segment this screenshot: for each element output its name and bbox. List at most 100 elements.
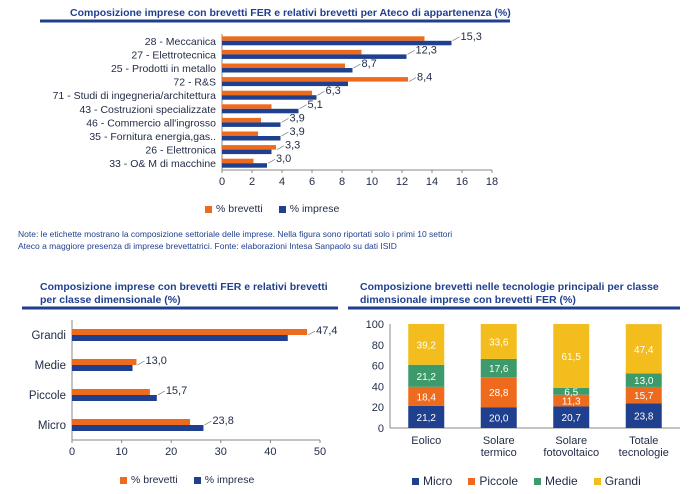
x-tick-label: 10 bbox=[115, 446, 127, 458]
label-leader bbox=[204, 420, 212, 426]
bar-imprese bbox=[222, 136, 281, 141]
legend-swatch-grandi bbox=[593, 477, 601, 485]
data-label: 15,7 bbox=[166, 385, 187, 397]
bar-brevetti bbox=[222, 49, 362, 55]
x-tick-label: 4 bbox=[279, 176, 285, 188]
bar-imprese bbox=[72, 335, 288, 341]
y-tick-label: 100 bbox=[366, 319, 384, 331]
category-label: Grandi bbox=[31, 330, 66, 342]
segment-label: 23,8 bbox=[634, 412, 654, 423]
segment-label: 13,0 bbox=[634, 376, 654, 387]
x-tick-label: 2 bbox=[249, 176, 255, 188]
segment-label: 61,5 bbox=[562, 352, 582, 363]
category-label: 35 - Fornitura energia,gas.. bbox=[89, 131, 216, 143]
legend-item-grandi: Grandi bbox=[593, 474, 641, 488]
bar-imprese bbox=[222, 40, 452, 46]
x-tick-label: 8 bbox=[339, 176, 345, 188]
x-tick-label: 16 bbox=[456, 176, 468, 188]
chart3-title: Composizione brevetti nelle tecnologie p… bbox=[360, 281, 659, 306]
bar-brevetti bbox=[222, 158, 254, 164]
bar-segment-piccole bbox=[408, 386, 445, 406]
label-leader bbox=[137, 360, 145, 366]
category-label: Solare bbox=[483, 435, 515, 447]
data-label: 12,3 bbox=[416, 44, 437, 56]
segment-label: 20,7 bbox=[562, 413, 582, 424]
bar-brevetti bbox=[72, 419, 191, 425]
bar-imprese bbox=[222, 108, 299, 114]
segment-label: 6,5 bbox=[564, 387, 578, 398]
chart1-legend: % brevetti % imprese bbox=[205, 203, 349, 215]
bar-brevetti bbox=[222, 77, 408, 82]
bar-segment-piccole bbox=[480, 377, 517, 408]
legend-swatch-micro bbox=[412, 477, 419, 485]
legend-item-imprese: % imprese bbox=[193, 474, 255, 486]
legend-label: Piccole bbox=[479, 474, 519, 488]
bar-segment-piccole bbox=[553, 394, 590, 407]
x-tick-label: 12 bbox=[396, 176, 408, 188]
chart1-plot: 0 2 4 6 8 10 12 14 16 18 28 - Meccanica 15,3 27 - El… bbox=[53, 31, 499, 188]
footnote: Note: le etichette mostrano la composizi… bbox=[18, 228, 452, 252]
label-leader bbox=[317, 90, 325, 96]
legend-label: Micro bbox=[423, 474, 453, 488]
bar-brevetti bbox=[72, 359, 137, 365]
legend-swatch-imprese bbox=[193, 476, 201, 484]
category-label: 46 - Commercio all'ingrosso bbox=[86, 117, 216, 129]
chart2-plot: 0 10 20 30 40 50 Grandi 47,4 Medie 13,0 Piccole 15,… bbox=[29, 320, 338, 458]
x-tick-label: 40 bbox=[264, 446, 276, 458]
segment-label: 11,3 bbox=[562, 397, 581, 408]
segment-label: 20,0 bbox=[489, 414, 509, 425]
bar-segment-grandi bbox=[553, 324, 590, 388]
x-tick-label: 0 bbox=[219, 176, 225, 188]
category-label: termico bbox=[481, 447, 517, 459]
bar-imprese bbox=[222, 68, 353, 73]
bar-segment-medie bbox=[553, 387, 590, 395]
category-label: 27 - Elettrotecnica bbox=[131, 49, 216, 61]
bar-imprese bbox=[72, 395, 157, 401]
segment-label: 15,7 bbox=[634, 391, 654, 402]
legend-swatch-brevetti bbox=[205, 205, 212, 213]
category-label: 72 - R&S bbox=[173, 77, 216, 89]
data-label: 15,3 bbox=[461, 31, 482, 43]
bar-brevetti bbox=[222, 36, 425, 41]
segment-label: 39,2 bbox=[417, 340, 437, 351]
legend-swatch-brevetti bbox=[120, 476, 127, 484]
x-tick-label: 0 bbox=[69, 446, 75, 458]
x-tick-label: 18 bbox=[486, 176, 498, 188]
label-leader bbox=[267, 158, 276, 164]
label-leader bbox=[299, 104, 307, 110]
label-leader bbox=[281, 131, 289, 137]
bar-segment-micro bbox=[480, 407, 517, 428]
chart3-legend: Micro Piccole Medie Grandi bbox=[412, 474, 651, 488]
bar-segment-grandi bbox=[480, 324, 517, 359]
bar-brevetti bbox=[222, 63, 345, 68]
bar-imprese bbox=[222, 122, 281, 127]
bar-imprese bbox=[72, 365, 133, 371]
category-label: tecnologie bbox=[619, 447, 669, 459]
label-leader bbox=[281, 118, 289, 123]
y-tick-label: 0 bbox=[378, 423, 384, 435]
legend-swatch-imprese bbox=[278, 205, 286, 213]
bar-imprese bbox=[222, 54, 407, 59]
bar-imprese bbox=[222, 81, 348, 87]
footnote-line: Ateco a maggiore presenza di imprese bre… bbox=[18, 241, 397, 251]
bar-brevetti bbox=[72, 329, 308, 335]
category-label: Medie bbox=[35, 360, 66, 372]
legend-label: Medie bbox=[545, 474, 578, 488]
bar-segment-micro bbox=[553, 406, 590, 428]
y-tick-label: 80 bbox=[372, 340, 384, 352]
bar-brevetti bbox=[222, 117, 261, 123]
chart3-plot: 0 20 40 60 80 100 21,2 18,4 21,2 39,2 Eolico 20,0 28… bbox=[366, 319, 680, 459]
legend-label: % imprese bbox=[204, 474, 255, 486]
category-label: Solare bbox=[555, 435, 587, 447]
x-tick-label: 20 bbox=[165, 446, 177, 458]
legend-item-piccole: Piccole bbox=[468, 474, 518, 488]
bar-imprese bbox=[222, 95, 317, 100]
bar-segment-grandi bbox=[408, 324, 445, 365]
label-leader bbox=[307, 330, 316, 336]
legend-label: % brevetti bbox=[131, 474, 178, 486]
bar-segment-micro bbox=[408, 405, 445, 428]
segment-label: 47,4 bbox=[634, 345, 654, 356]
legend-swatch-medie bbox=[534, 477, 542, 485]
category-label: 33 - O& M di macchine bbox=[109, 158, 216, 170]
